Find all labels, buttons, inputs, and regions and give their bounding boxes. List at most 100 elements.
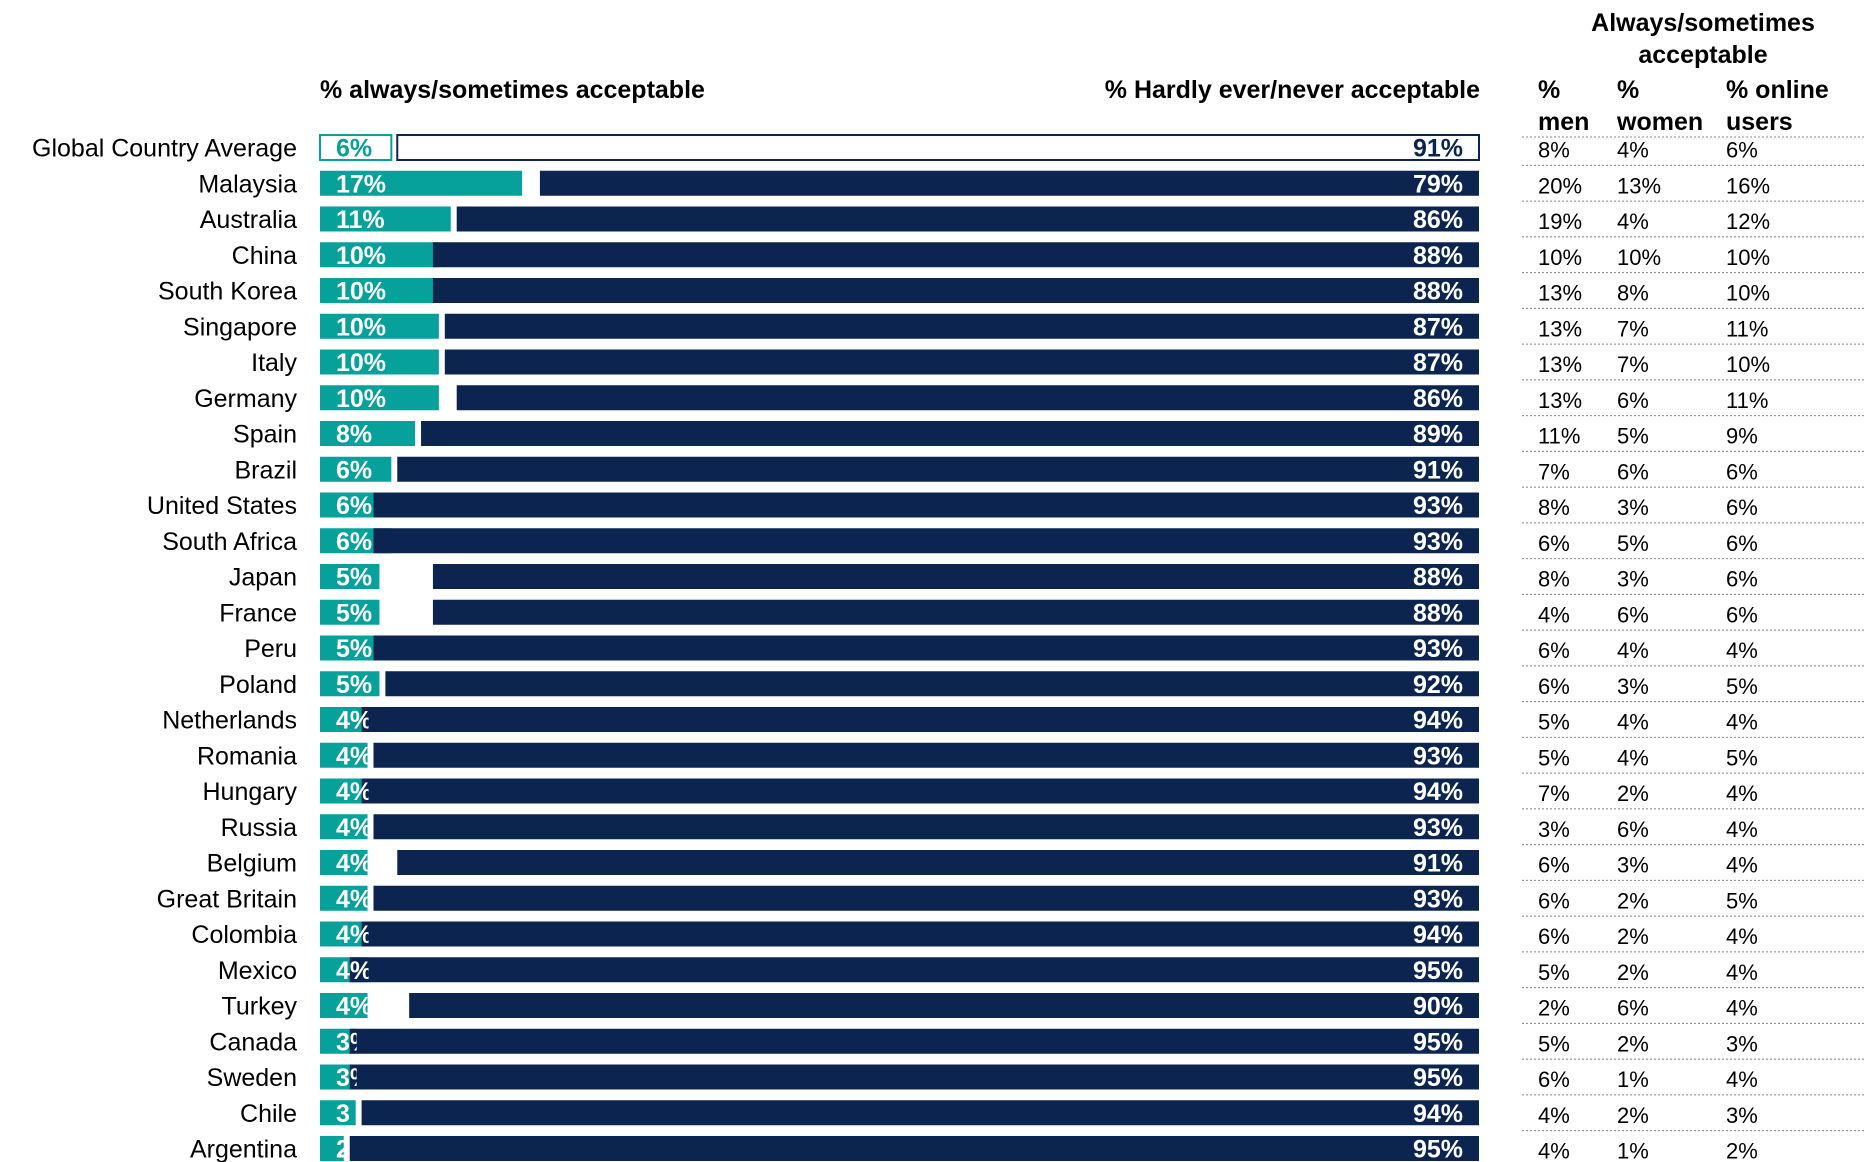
table-cell-men-hungary: 7%: [1538, 781, 1570, 806]
table-cell-online-users-germany: 11%: [1726, 388, 1768, 413]
column-header-men-line-1: %: [1538, 76, 1560, 104]
table-cell-women-argentina: 1%: [1617, 1139, 1649, 1162]
data-label-acceptable-spain: 8%: [336, 421, 372, 449]
bar-acceptable-russia: [320, 814, 368, 840]
data-label-acceptable-singapore: 10%: [336, 313, 386, 341]
table-cell-women-united-states: 3%: [1617, 495, 1649, 520]
bar-hardly-never-poland: [385, 671, 1479, 697]
table-title-line-2: acceptable: [1638, 41, 1767, 69]
country-label-singapore: Singapore: [183, 313, 297, 341]
column-header-online-line-2: users: [1726, 108, 1793, 136]
data-label-acceptable-germany: 10%: [336, 385, 386, 413]
table-cell-women-russia: 6%: [1617, 817, 1649, 842]
bar-acceptable-italy: [320, 349, 439, 375]
column-header-women-line-2: women: [1616, 108, 1703, 136]
table-cell-men-sweden: 6%: [1538, 1067, 1570, 1092]
table-cell-online-users-south-africa: 6%: [1726, 531, 1758, 556]
data-label-hardly-never-united-states: 93%: [1413, 492, 1463, 520]
bar-hardly-never-south-africa: [373, 528, 1479, 554]
bar-acceptable-singapore: [320, 313, 439, 339]
data-label-hardly-never-belgium: 91%: [1413, 850, 1463, 878]
table-cell-men-peru: 6%: [1538, 638, 1570, 663]
table-cell-women-south-korea: 8%: [1617, 281, 1649, 306]
table-cell-men-netherlands: 5%: [1538, 710, 1570, 735]
bar-hardly-never-china: [432, 242, 1479, 268]
table-cell-men-south-africa: 6%: [1538, 531, 1570, 556]
table-cell-men-belgium: 6%: [1538, 853, 1570, 878]
bar-hardly-never-netherlands: [361, 707, 1480, 732]
table-cell-men-malaysia: 20%: [1538, 173, 1582, 198]
table-cell-women-japan: 3%: [1617, 567, 1649, 592]
table-cell-women-belgium: 3%: [1617, 853, 1649, 878]
bar-acceptable-belgium: [320, 850, 368, 875]
data-label-acceptable-italy: 10%: [336, 349, 386, 377]
column-header-online-line-1: % online: [1726, 76, 1829, 104]
table-cell-women-brazil: 6%: [1617, 459, 1649, 484]
country-label-china: China: [232, 242, 297, 270]
table-cell-men-poland: 6%: [1538, 674, 1570, 699]
country-label-romania: Romania: [197, 742, 297, 770]
data-label-hardly-never-poland: 92%: [1413, 671, 1463, 699]
data-label-acceptable-sweden: 3%: [336, 1064, 372, 1092]
table-cell-online-users-singapore: 11%: [1726, 316, 1768, 341]
table-cell-online-users-mexico: 4%: [1726, 960, 1758, 985]
table-cell-men-united-states: 8%: [1538, 495, 1570, 520]
table-cell-men-italy: 13%: [1538, 352, 1582, 377]
data-label-acceptable-mexico: 4%: [336, 957, 372, 985]
bar-hardly-never-united-states: [373, 492, 1479, 518]
data-label-acceptable-chile: 3: [336, 1100, 350, 1128]
country-label-colombia: Colombia: [191, 921, 297, 949]
header-hardly-never: % Hardly ever/never acceptable: [1105, 76, 1480, 104]
table-cell-men-turkey: 2%: [1538, 996, 1570, 1021]
data-label-hardly-never-chile: 94%: [1413, 1100, 1463, 1128]
table-cell-men-chile: 4%: [1538, 1103, 1570, 1128]
data-label-acceptable-china: 10%: [336, 242, 386, 270]
table-cell-men-japan: 8%: [1538, 567, 1570, 592]
table-cell-men-germany: 13%: [1538, 388, 1582, 413]
country-label-global-country-average: Global Country Average: [32, 135, 297, 163]
data-label-hardly-never-singapore: 87%: [1413, 313, 1463, 341]
bar-acceptable-japan: [320, 564, 380, 589]
table-cell-women-romania: 4%: [1617, 745, 1649, 770]
table-cell-men-colombia: 6%: [1538, 924, 1570, 949]
data-label-hardly-never-russia: 93%: [1413, 814, 1463, 842]
bar-hardly-never-brazil: [397, 456, 1480, 482]
data-label-acceptable-south-africa: 6%: [336, 528, 372, 556]
table-cell-online-users-china: 10%: [1726, 245, 1770, 270]
bar-acceptable-netherlands: [320, 707, 368, 732]
table-cell-online-users-romania: 5%: [1726, 745, 1758, 770]
bar-acceptable-colombia: [320, 921, 368, 947]
data-label-hardly-never-brazil: 91%: [1413, 456, 1463, 484]
table-cell-women-malaysia: 13%: [1617, 173, 1661, 198]
bar-hardly-never-singapore: [444, 313, 1479, 339]
data-label-acceptable-canada: 3%: [336, 1028, 372, 1056]
table-title-line-1: Always/sometimes: [1591, 9, 1815, 37]
table-cell-online-users-brazil: 6%: [1726, 459, 1758, 484]
country-label-malaysia: Malaysia: [198, 170, 297, 198]
bar-acceptable-turkey: [320, 993, 368, 1018]
country-label-japan: Japan: [229, 564, 297, 592]
table-cell-online-users-sweden: 4%: [1726, 1067, 1758, 1092]
bar-hardly-never-germany: [456, 385, 1479, 411]
table-cell-men-south-korea: 13%: [1538, 281, 1582, 306]
bar-acceptable-brazil: [320, 456, 392, 482]
table-cell-men-great-britain: 6%: [1538, 888, 1570, 913]
table-cell-online-users-turkey: 4%: [1726, 996, 1758, 1021]
country-label-mexico: Mexico: [218, 957, 297, 985]
table-cell-online-users-poland: 5%: [1726, 674, 1758, 699]
bar-hardly-never-france: [432, 599, 1479, 625]
table-cell-men-france: 4%: [1538, 602, 1570, 627]
table-cell-women-china: 10%: [1617, 245, 1661, 270]
data-label-acceptable-colombia: 4%: [336, 921, 372, 949]
bar-hardly-never-argentina: [349, 1136, 1479, 1161]
data-label-acceptable-russia: 4%: [336, 814, 372, 842]
data-label-acceptable-japan: 5%: [336, 564, 372, 592]
bar-acceptable-great-britain: [320, 885, 368, 911]
bar-hardly-never-russia: [373, 814, 1479, 840]
table-cell-women-netherlands: 4%: [1617, 710, 1649, 735]
chart-rows: Global Country Average 6% 91% 8% 4% 6% Malaysi…: [32, 134, 1864, 1162]
data-label-hardly-never-japan: 88%: [1413, 564, 1463, 592]
data-label-acceptable-great-britain: 4%: [336, 885, 372, 913]
bar-hardly-never-south-korea: [432, 278, 1479, 303]
data-label-acceptable-argentina: 2: [336, 1136, 350, 1162]
